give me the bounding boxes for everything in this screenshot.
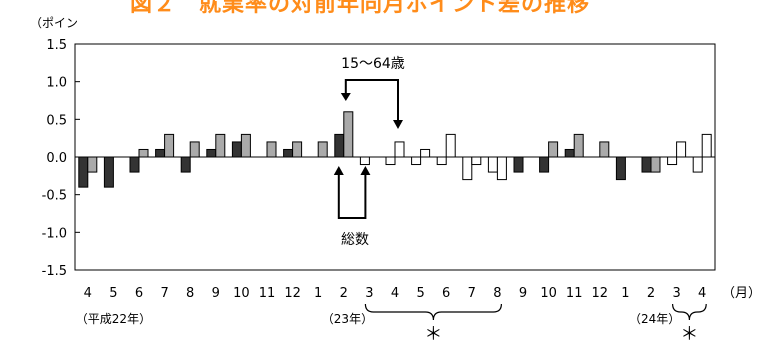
bar-total-3 xyxy=(155,148,166,158)
bar-total-8 xyxy=(283,148,294,158)
x-tick-label: 3 xyxy=(672,286,680,301)
bar-total-1 xyxy=(103,156,114,188)
bar-total-23 xyxy=(667,156,678,166)
bar-age15_64-18 xyxy=(548,141,559,158)
bar-age15_64-20 xyxy=(599,141,610,158)
bar-total-21 xyxy=(615,156,626,181)
x-tick-label: 4 xyxy=(391,286,399,301)
year-label: （24年） xyxy=(629,312,680,326)
bar-age15_64-6 xyxy=(240,133,251,158)
annotation-15-64-bracket xyxy=(344,79,399,120)
x-tick-label: 7 xyxy=(160,286,168,301)
bar-total-22 xyxy=(641,156,652,173)
x-tick-label: 2 xyxy=(647,286,655,301)
annotation-15-64: 15～64歳 xyxy=(341,56,405,72)
y-tick-label: 0.5 xyxy=(46,113,67,128)
bar-age15_64-19 xyxy=(573,133,584,158)
bar-total-18 xyxy=(539,156,550,173)
bar-total-15 xyxy=(462,156,473,181)
x-tick-label: 12 xyxy=(284,286,301,301)
brace-period-2-mark: ＊ xyxy=(680,324,698,345)
bar-age15_64-4 xyxy=(189,141,200,158)
bar-age15_64-8 xyxy=(292,141,303,158)
x-tick-labels: 4567891011121234567891011121234（月）（平成22年… xyxy=(76,286,757,326)
year-label: （平成22年） xyxy=(76,312,151,326)
brace-period-1-mark: ＊ xyxy=(424,324,442,345)
x-tick-label: 11 xyxy=(259,286,276,301)
y-tick-label: 1.5 xyxy=(46,38,67,53)
x-tick-label: 12 xyxy=(592,286,609,301)
x-tick-label: 4 xyxy=(698,286,706,301)
bar-total-10 xyxy=(334,133,345,158)
x-tick-label: 3 xyxy=(365,286,373,301)
x-tick-label: 9 xyxy=(212,286,220,301)
bar-total-5 xyxy=(206,148,217,158)
y-tick-labels: 1.5 1.0 0.5 0.0 -0.5 -1.0 -1.5 xyxy=(42,38,67,279)
x-tick-label: 11 xyxy=(566,286,583,301)
y-tick-label: -0.5 xyxy=(42,189,67,204)
x-tick-label: 5 xyxy=(109,286,117,301)
y-axis-unit: （ポイン xyxy=(30,16,79,30)
chart-bars xyxy=(78,111,712,188)
bar-age15_64-2 xyxy=(138,148,149,158)
y-tick-label: 1.0 xyxy=(46,76,67,91)
x-tick-label: 10 xyxy=(233,286,250,301)
bar-total-11 xyxy=(359,156,370,166)
x-tick-label: 6 xyxy=(135,286,143,301)
chart-title: 図２ 就業率の対前年同月ポイント差の推移 xyxy=(130,0,591,17)
bar-age15_64-7 xyxy=(266,141,277,158)
bar-age15_64-24 xyxy=(701,133,712,158)
x-tick-label: 5 xyxy=(416,286,424,301)
y-tick-label: 0.0 xyxy=(46,151,67,166)
brace-period-2 xyxy=(672,303,707,321)
bar-total-24 xyxy=(692,156,703,173)
year-label: （23年） xyxy=(322,312,373,326)
bar-age15_64-15 xyxy=(471,156,482,166)
x-tick-label: 7 xyxy=(468,286,476,301)
bar-total-14 xyxy=(436,156,447,166)
annotation-total-arrow-right xyxy=(360,166,371,175)
bar-age15_64-5 xyxy=(215,133,226,158)
bar-age15_64-10 xyxy=(343,111,354,158)
x-tick-label: 4 xyxy=(84,286,92,301)
bar-age15_64-3 xyxy=(164,133,175,158)
x-tick-label: 2 xyxy=(340,286,348,301)
brace-period-1 xyxy=(364,303,502,321)
bar-total-2 xyxy=(129,156,140,173)
bar-age15_64-12 xyxy=(394,141,405,158)
bar-total-0 xyxy=(78,156,89,188)
bar-age15_64-9 xyxy=(317,141,328,158)
bar-age15_64-14 xyxy=(445,133,456,158)
x-tick-label: 6 xyxy=(442,286,450,301)
bar-age15_64-23 xyxy=(676,141,687,158)
x-tick-label: 8 xyxy=(186,286,194,301)
y-tick-label: -1.5 xyxy=(42,264,67,279)
x-tick-label: 1 xyxy=(621,286,629,301)
annotation-total-bracket xyxy=(337,172,367,219)
bar-age15_64-13 xyxy=(420,148,431,158)
x-axis-unit: （月） xyxy=(722,286,757,301)
y-tick-label: -1.0 xyxy=(42,226,67,241)
bar-total-6 xyxy=(231,141,242,158)
bar-age15_64-16 xyxy=(496,156,507,181)
bar-age15_64-22 xyxy=(650,156,661,173)
annotation-total-arrow-left xyxy=(333,166,344,175)
bar-total-4 xyxy=(180,156,191,173)
x-tick-label: 9 xyxy=(519,286,527,301)
bar-age15_64-0 xyxy=(87,156,98,173)
annotation-total: 総数 xyxy=(341,232,369,248)
bar-total-12 xyxy=(385,156,396,166)
bar-total-19 xyxy=(564,148,575,158)
annotation-15-64-arrow-right xyxy=(393,120,403,129)
x-tick-label: 10 xyxy=(540,286,557,301)
annotation-15-64-arrow-left xyxy=(340,93,351,101)
x-tick-label: 8 xyxy=(493,286,501,301)
bar-total-16 xyxy=(487,156,498,173)
bar-total-17 xyxy=(513,156,524,173)
bar-total-13 xyxy=(411,156,422,166)
x-tick-label: 1 xyxy=(314,286,322,301)
